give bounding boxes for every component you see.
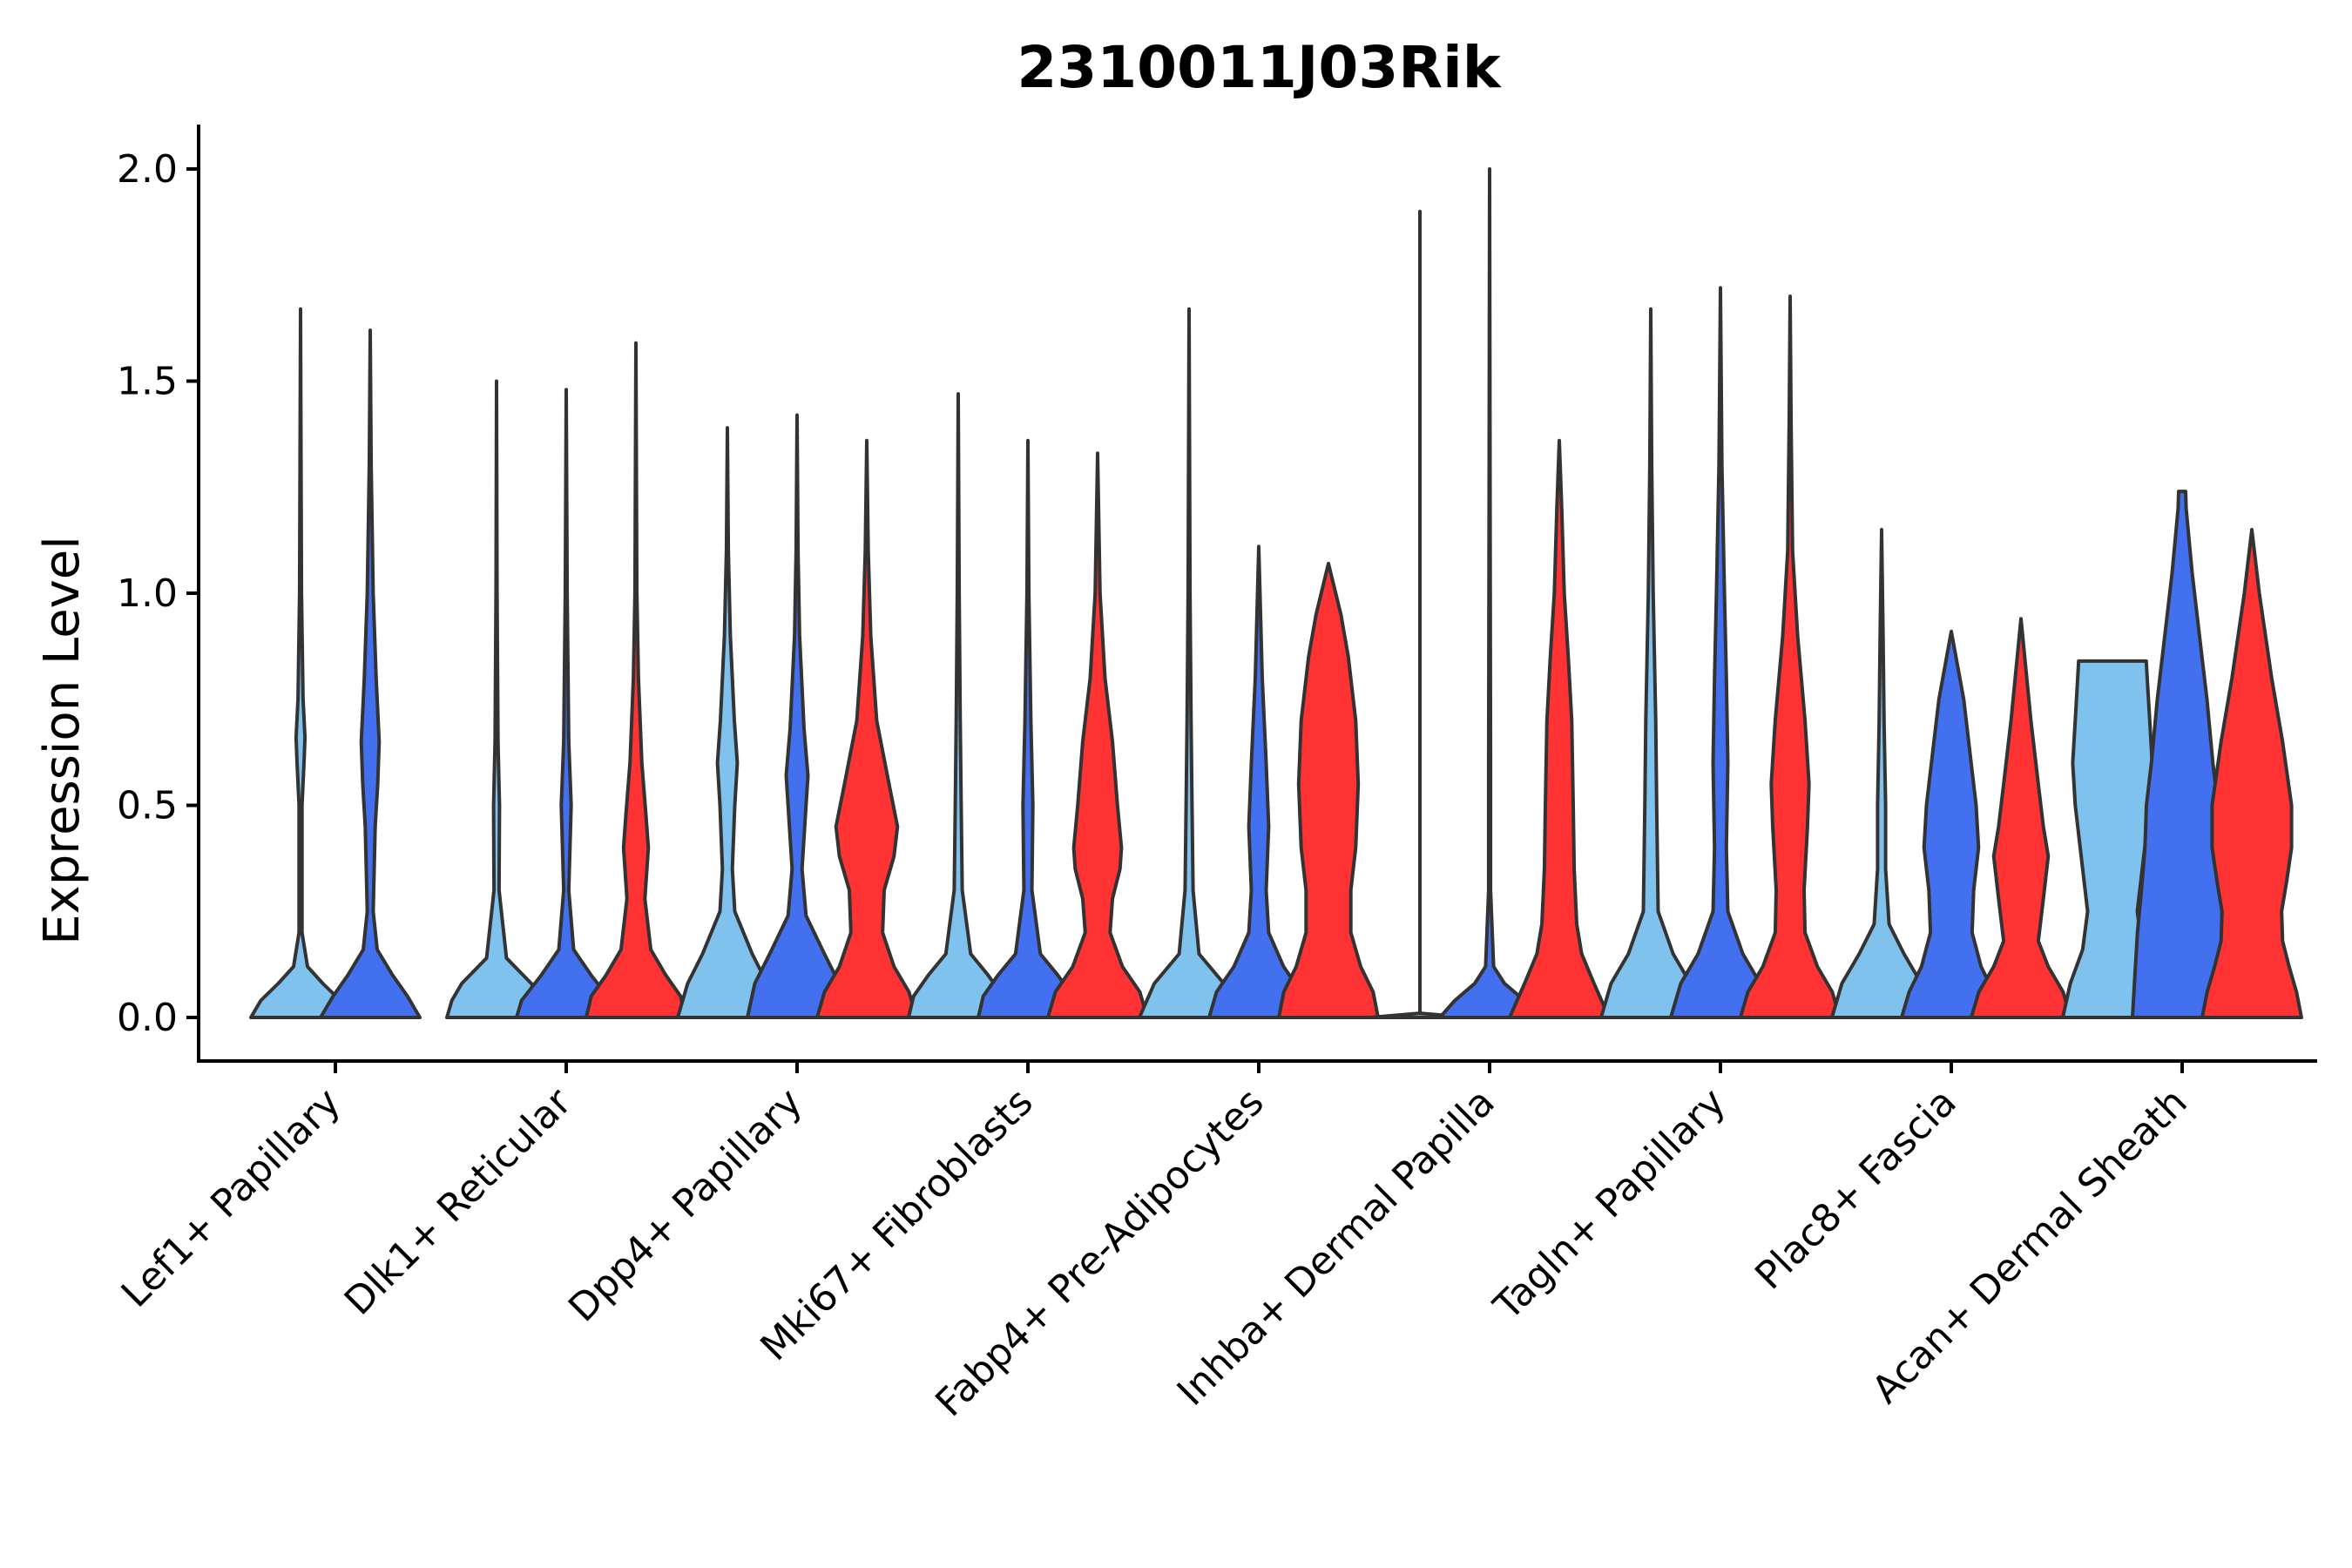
violin-mki67-fibroblasts-1 [907,392,1010,1019]
violin-mki67-fibroblasts-3 [1046,451,1149,1019]
violin-fabp4-pre-adipocytes-1 [1138,307,1240,1019]
violin-lef1-papillary-2 [319,328,422,1019]
y-tick-label: 1.5 [117,360,178,404]
violin-layer [249,167,2303,1019]
violin-inhba-dermal-papilla-3 [1508,438,1611,1019]
violin-tagln-papillary-2 [1669,286,1772,1019]
y-axis-ticks: 0.0 0.5 1.0 1.5 2.0 [117,147,199,1040]
y-tick-label: 2.0 [117,147,178,192]
violin-dlk1-reticular-3 [585,341,687,1019]
violin-fabp4-pre-adipocytes-2 [1207,544,1310,1019]
violin-acan-dermal-sheath-3 [2200,528,2303,1019]
y-tick-label: 1.0 [117,571,178,616]
violin-dpp4-papillary-3 [815,438,918,1019]
violin-dpp4-papillary-2 [746,413,848,1019]
violin-dpp4-papillary-1 [676,426,779,1019]
violin-fabp4-pre-adipocytes-3 [1277,561,1380,1019]
chart-title: 2310011J03Rik [1017,34,1502,101]
violin-inhba-dermal-papilla-2 [1438,167,1541,1019]
violin-tagln-papillary-1 [1599,307,1702,1019]
violin-mki67-fibroblasts-2 [977,438,1079,1019]
y-axis-label: Expression Level [34,536,91,945]
violin-tagln-papillary-3 [1739,294,1842,1019]
violin-lef1-papillary-1 [249,307,352,1019]
violin-dlk1-reticular-2 [515,388,618,1019]
y-tick-label: 0.5 [117,784,178,828]
violin-plac8-fascia-1 [1830,528,1933,1019]
violin-plac8-fascia-2 [1900,629,2003,1019]
y-tick-label: 0.0 [117,996,178,1040]
violin-plac8-fascia-3 [1970,617,2072,1019]
